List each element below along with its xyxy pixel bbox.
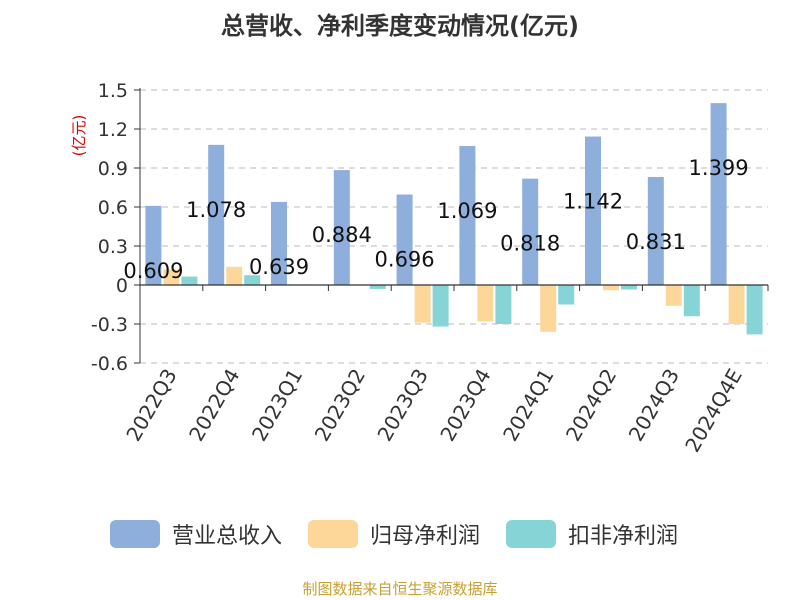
data-label-revenue: 0.609: [123, 259, 183, 283]
bar-net-profit: [477, 285, 494, 322]
bar-net-profit: [163, 269, 180, 285]
bar-revenue: [145, 205, 162, 285]
y-tick-label: 1.2: [98, 119, 128, 141]
y-tick-label: 0.9: [98, 158, 128, 180]
x-tick-label: 2024Q4E: [680, 365, 747, 457]
source-note: 制图数据来自恒生聚源数据库: [302, 580, 498, 598]
bar-deducted-profit: [495, 285, 512, 324]
bar-deducted-profit: [746, 285, 763, 335]
bar-deducted-profit: [558, 285, 575, 305]
bar-deducted-profit: [432, 285, 449, 327]
y-tick-label: -0.6: [91, 353, 128, 375]
data-label-revenue: 0.696: [375, 248, 435, 272]
data-label-revenue: 1.069: [437, 199, 497, 223]
legend-item-deducted-profit[interactable]: 扣非净利润: [506, 518, 678, 550]
bar-revenue: [208, 144, 225, 285]
data-label-revenue: 0.818: [500, 232, 560, 256]
bar-deducted-profit: [683, 285, 700, 317]
bar-revenue: [710, 103, 727, 285]
data-label-revenue: 1.399: [689, 156, 749, 180]
legend-swatch-revenue: [110, 520, 160, 548]
data-label-revenue: 0.831: [626, 230, 686, 254]
data-label-revenue: 0.639: [249, 255, 309, 279]
y-tick-label: 0.3: [98, 236, 128, 258]
bar-revenue: [647, 176, 664, 285]
x-tick-label: 2022Q4: [184, 365, 244, 446]
bar-net-profit: [665, 285, 682, 306]
bar-revenue: [333, 170, 350, 285]
legend-swatch-deducted-profit: [506, 520, 557, 548]
y-tick-label: 0: [116, 275, 128, 297]
bar-revenue: [396, 194, 413, 285]
x-tick-label: 2023Q4: [435, 365, 495, 446]
chart-title: 总营收、净利季度变动情况(亿元): [221, 12, 579, 40]
bar-net-profit: [728, 285, 745, 324]
x-tick-label: 2024Q3: [624, 365, 684, 446]
bar-net-profit: [603, 285, 619, 291]
y-tick-label: 0.6: [98, 197, 128, 219]
y-tick-label: 1.5: [98, 80, 128, 102]
bar-revenue: [271, 201, 287, 285]
y-tick-label: -0.3: [91, 314, 128, 336]
bar-revenue: [585, 136, 601, 285]
x-tick-label: 2024Q2: [561, 365, 621, 446]
data-label-revenue: 1.142: [563, 190, 623, 214]
y-axis-label: (亿元): [70, 115, 88, 157]
x-tick-label: 2023Q3: [372, 365, 432, 446]
x-tick-label: 2023Q2: [310, 365, 370, 446]
bar-deducted-profit: [369, 285, 386, 289]
bar-revenue: [522, 178, 539, 285]
x-tick-label: 2022Q3: [121, 365, 181, 446]
bar-deducted-profit: [181, 276, 198, 285]
data-label-revenue: 1.078: [186, 198, 246, 222]
bar-deducted-profit: [244, 275, 261, 285]
legend-swatch-net-profit: [308, 520, 359, 548]
data-label-revenue: 0.884: [312, 223, 372, 247]
legend: 营业总收入 归母净利润 扣非净利润: [110, 518, 678, 550]
bar-net-profit: [540, 285, 557, 332]
legend-item-revenue[interactable]: 营业总收入: [110, 518, 282, 550]
bar-net-profit: [226, 266, 243, 285]
bar-revenue: [459, 146, 476, 285]
legend-label-revenue: 营业总收入: [172, 524, 283, 549]
bar-deducted-profit: [621, 285, 637, 290]
legend-item-net-profit[interactable]: 归母净利润: [308, 518, 480, 550]
bar-net-profit: [414, 285, 431, 323]
legend-label-deducted-profit: 扣非净利润: [568, 524, 679, 549]
x-tick-label: 2024Q1: [498, 365, 558, 446]
x-tick-label: 2023Q1: [247, 365, 307, 446]
legend-label-net-profit: 归母净利润: [370, 524, 481, 549]
